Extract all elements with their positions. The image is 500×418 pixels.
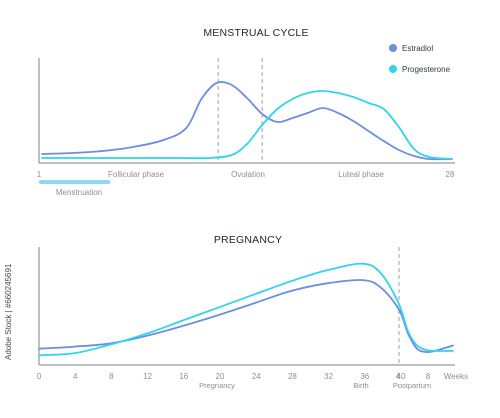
pregnancy-chart: PREGNANCY 0 4 8 12 16 20 24 28 32 36 404 8 Weeks Pre…: [37, 234, 468, 390]
legend-progesterone-label: Progesterone: [402, 65, 451, 74]
postpartum-sub-label: Postpartum: [393, 381, 431, 390]
pregnancy-chart-title: PREGNANCY: [214, 234, 282, 246]
legend-estradiol-swatch: [389, 44, 397, 52]
pregnancy-tick-12: 8: [426, 372, 431, 381]
pregnancy-tick-4: 16: [179, 372, 188, 381]
pregnancy-tick-6: 24: [252, 372, 261, 381]
pregnancy-tick-11: 4: [396, 372, 401, 381]
follicular-phase-label: Follicular phase: [108, 170, 165, 179]
pregnancy-tick-13: Weeks: [444, 372, 468, 381]
pregnancy-estradiol-line: [38, 279, 454, 354]
stock-id-side-text: Adobe Stock | #660245691: [4, 263, 13, 360]
legend-progesterone-swatch: [389, 65, 397, 73]
pregnancy-tick-2: 8: [109, 372, 114, 381]
pregnancy-progesterone-line: [38, 262, 454, 357]
menstrual-chart: MENSTRUAL CYCLE Estradiol Progesterone 1…: [37, 27, 455, 197]
menstrual-tick-start: 1: [37, 170, 42, 179]
menstruation-label: Menstruation: [56, 188, 102, 197]
pregnancy-tick-9: 36: [360, 372, 369, 381]
pregnancy-tick-10: 40: [397, 372, 406, 381]
luteal-phase-label: Luteal phase: [338, 170, 384, 179]
menstrual-progesterone-line: [41, 90, 453, 160]
menstruation-bar: [39, 180, 111, 184]
pregnancy-tick-0: 0: [37, 372, 42, 381]
menstrual-estradiol-line: [41, 81, 453, 161]
pregnancy-tick-7: 28: [288, 372, 297, 381]
pregnancy-tick-8: 32: [324, 372, 333, 381]
pregnancy-sub-label: Pregnancy: [199, 381, 235, 390]
menstrual-legend: Estradiol Progesterone: [389, 44, 451, 74]
legend-estradiol-label: Estradiol: [402, 44, 433, 53]
birth-sub-label: Birth: [353, 381, 368, 390]
menstrual-tick-end: 28: [446, 170, 455, 179]
pregnancy-tick-1: 4: [73, 372, 78, 381]
pregnancy-tick-5: 20: [216, 372, 225, 381]
menstrual-chart-title: MENSTRUAL CYCLE: [203, 27, 308, 39]
pregnancy-tick-labels: 0 4 8 12 16 20 24 28 32 36 404 8 Weeks: [37, 372, 468, 381]
pregnancy-tick-3: 12: [143, 372, 152, 381]
ovulation-label: Ovulation: [231, 170, 265, 179]
